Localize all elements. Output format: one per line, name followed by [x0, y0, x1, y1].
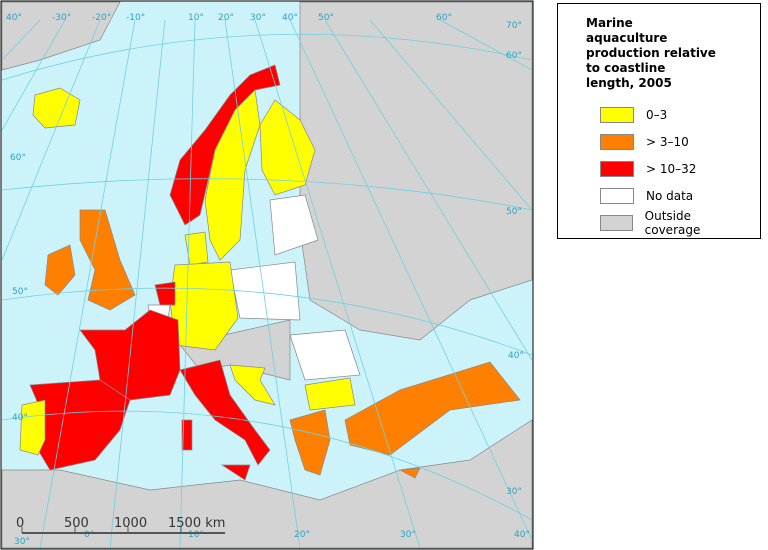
region [169, 64, 281, 226]
legend-item: > 10–32 [600, 155, 746, 182]
legend-label: Outside coverage [644, 208, 701, 237]
legend-swatch [600, 214, 633, 231]
lon-label: -30° [52, 13, 71, 23]
lon-label: 0° [84, 530, 94, 540]
region [181, 419, 193, 451]
legend-label: > 3–10 [646, 134, 689, 149]
legend-swatch [600, 106, 634, 123]
scale-label: 0 [16, 516, 24, 531]
legend: Marine aquaculture production relative t… [557, 3, 761, 239]
lat-label: 60° [506, 51, 522, 61]
countries [19, 64, 521, 481]
legend-swatch [600, 160, 634, 177]
graticule-labels: 40° -30° -20° -10° 10° 20° 30° 40° 50° 6… [6, 13, 530, 547]
region [204, 89, 261, 261]
legend-item: Outside coverage [600, 208, 746, 237]
lon-label: 10° [188, 530, 204, 540]
region [229, 261, 301, 321]
legend-items: 0–3 > 3–10 > 10–32 No data Outside coverage [572, 101, 746, 237]
scale-label: 500 [64, 516, 89, 531]
region [220, 464, 251, 481]
region [289, 409, 331, 476]
region [154, 281, 176, 306]
scale-label: 1500 km [168, 516, 225, 531]
map: 40° -30° -20° -10° 10° 20° 30° 40° 50° 6… [0, 0, 534, 550]
lat-label: 30° [506, 487, 522, 497]
lat-label: 50° [506, 207, 522, 217]
lon-label: -20° [92, 13, 111, 23]
legend-label: 0–3 [646, 107, 668, 122]
region [304, 377, 356, 411]
region [79, 209, 136, 311]
region [398, 467, 421, 479]
lon-label: 20° [294, 530, 310, 540]
legend-label: No data [646, 188, 694, 203]
region [19, 399, 46, 456]
outside [1, 1, 533, 549]
region [44, 244, 76, 296]
lon-label: 70° [506, 21, 522, 31]
legend-swatch [600, 187, 634, 204]
legend-title: Marine aquaculture production relative t… [586, 16, 716, 90]
lon-label: 40° [6, 13, 22, 23]
legend-item: 0–3 [600, 101, 746, 128]
region [179, 359, 271, 466]
legend-item: > 3–10 [600, 128, 746, 155]
legend-swatch [600, 133, 634, 150]
region [259, 99, 316, 196]
region [1, 1, 121, 71]
lon-label: 30° [14, 537, 30, 547]
graticule [1, 19, 533, 549]
lat-label: 50° [12, 287, 28, 297]
lon-label: 30° [250, 13, 266, 23]
lon-label: 40° [282, 13, 298, 23]
lon-label: 20° [218, 13, 234, 23]
region [229, 364, 276, 406]
scale-label: 1000 [114, 516, 147, 531]
lat-label: 60° [10, 153, 26, 163]
lon-label: 10° [188, 13, 204, 23]
lat-label: 40° [508, 351, 524, 361]
region [269, 194, 319, 256]
region [344, 361, 521, 456]
legend-item: No data [600, 182, 746, 209]
lon-label: 50° [318, 13, 334, 23]
lon-label: 30° [400, 530, 416, 540]
lon-label: 60° [436, 13, 452, 23]
lon-label: -10° [126, 13, 145, 23]
scale-bar: 0 500 1000 1500 km [16, 516, 225, 534]
region [289, 329, 361, 381]
legend-label: > 10–32 [646, 161, 697, 176]
lon-label: 40° [514, 530, 530, 540]
lat-label: 40° [12, 413, 28, 423]
